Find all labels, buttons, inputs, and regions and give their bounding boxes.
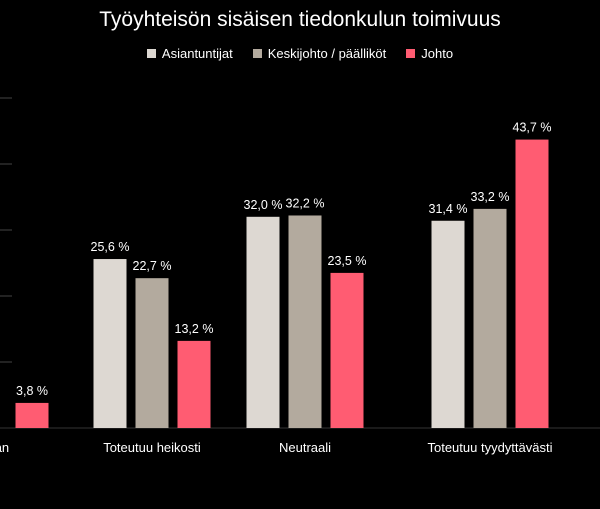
bar-value-label: 22,7 % xyxy=(133,259,172,273)
bar xyxy=(330,272,364,428)
bar-value-label: 25,6 % xyxy=(91,240,130,254)
legend-label: Johto xyxy=(421,46,454,61)
legend-swatch xyxy=(252,49,262,58)
bar-value-label: 32,0 % xyxy=(244,198,283,212)
legend-swatch xyxy=(406,49,416,58)
bar xyxy=(135,278,169,428)
legend-swatch xyxy=(146,49,156,58)
bar xyxy=(473,208,507,428)
bar xyxy=(431,220,465,428)
bar xyxy=(177,340,211,428)
legend-label: Keskijohto / päälliköt xyxy=(267,46,387,61)
bar xyxy=(288,215,322,428)
bar-value-label: 32,2 % xyxy=(286,196,325,210)
category-label: Toteutuu tyydyttävästi xyxy=(427,440,552,455)
bar-value-label: 43,7 % xyxy=(513,121,552,135)
legend-label: Asiantuntijat xyxy=(161,46,233,61)
bar xyxy=(93,259,127,428)
legend: Asiantuntijat Keskijohto / päälliköt Joh… xyxy=(0,46,600,61)
bar xyxy=(246,216,280,428)
chart-title: Työyhteisön sisäisen tiedonkulun toimivu… xyxy=(99,8,501,31)
bar xyxy=(15,402,49,428)
legend-item-asiantuntijat: Asiantuntijat xyxy=(146,46,233,61)
legend-item-johto: Johto xyxy=(406,46,453,61)
bar-value-label: 31,4 % xyxy=(429,202,468,216)
bar-value-label: 3,8 % xyxy=(16,384,48,398)
bar-value-label: 23,5 % xyxy=(328,254,367,268)
bar xyxy=(515,139,549,428)
legend-item-keskijohto: Keskijohto / päälliköt xyxy=(252,46,387,61)
category-label: Neutraali xyxy=(279,440,331,455)
bar-value-label: 13,2 % xyxy=(175,322,214,336)
bar-value-label: 33,2 % xyxy=(471,190,510,204)
category-label: Toteutuu heikosti xyxy=(103,440,201,455)
category-label: inkaan xyxy=(0,440,9,455)
